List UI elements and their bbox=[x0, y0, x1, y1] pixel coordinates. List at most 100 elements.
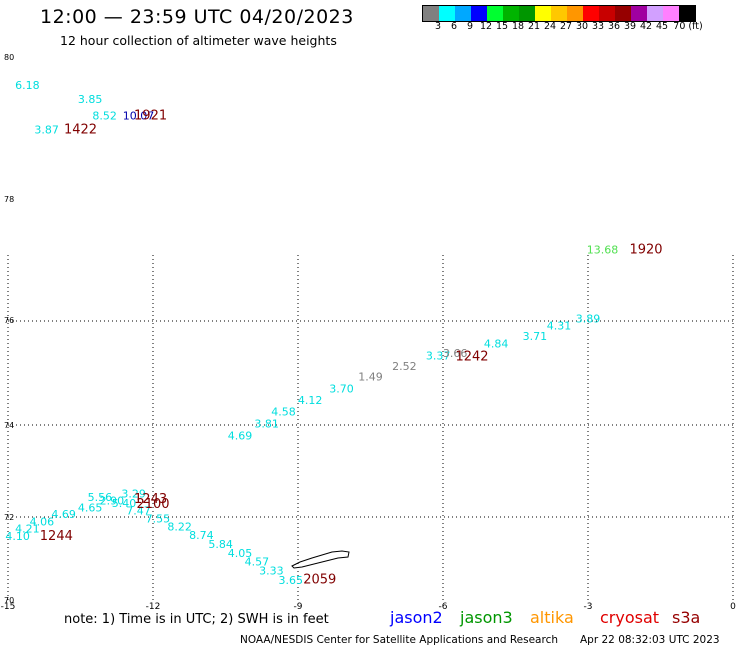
swh-value-label: 7.55 bbox=[146, 512, 171, 525]
y-axis-tick-label: 74 bbox=[4, 421, 14, 430]
swh-value-label: 4.57 bbox=[245, 556, 270, 569]
color-legend-tick: 6 bbox=[450, 21, 458, 32]
y-axis-tick-label: 78 bbox=[4, 195, 14, 204]
swh-value-label: 3.81 bbox=[254, 417, 279, 430]
color-legend-bar bbox=[422, 5, 696, 22]
color-swatch bbox=[631, 6, 647, 21]
color-swatch bbox=[487, 6, 503, 21]
color-legend-tick: 42 bbox=[639, 21, 653, 32]
color-swatch bbox=[503, 6, 519, 21]
swh-value-label: 3.89 bbox=[576, 313, 601, 326]
color-legend-tick: 36 bbox=[607, 21, 621, 32]
x-axis-tick-label: 0 bbox=[730, 602, 736, 612]
timestamp-text: Apr 22 08:32:03 UTC 2023 bbox=[580, 634, 720, 646]
swh-value-label: 13.68 bbox=[587, 243, 619, 256]
x-axis-tick-label: -12 bbox=[146, 602, 161, 612]
swh-value-label: 5.40 bbox=[112, 497, 137, 510]
color-swatch bbox=[663, 6, 679, 21]
swh-value-label: 8.22 bbox=[167, 521, 192, 534]
satellite-legend-jason3: jason3 bbox=[460, 608, 513, 627]
swh-labels: 6.18 3.85 8.52 10.07 3.87 13.68 3.89 4.313.71 4.… bbox=[5, 79, 618, 587]
color-legend-tick: 21 bbox=[527, 21, 541, 32]
axis-labels: -15 -12 -9 -6 -3 0 80 78 76 74 72 70 bbox=[1, 53, 736, 612]
swh-value-label: 4.05 bbox=[228, 547, 253, 560]
color-legend-tick: 45 bbox=[655, 21, 669, 32]
swh-value-label: 4.58 bbox=[271, 406, 296, 419]
color-swatch bbox=[535, 6, 551, 21]
color-swatch bbox=[599, 6, 615, 21]
credit-text: NOAA/NESDIS Center for Satellite Applica… bbox=[240, 634, 558, 646]
swh-value-label: 8.74 bbox=[189, 529, 214, 542]
swh-value-label: 10.07 bbox=[123, 109, 155, 122]
y-axis-tick-label: 70 bbox=[4, 596, 14, 605]
color-legend-tick: 33 bbox=[591, 21, 605, 32]
pass-time-label: 1921 bbox=[134, 108, 167, 123]
swh-value-label: 6.18 bbox=[15, 79, 40, 92]
page-title: 12:00 — 23:59 UTC 04/20/2023 bbox=[40, 6, 354, 28]
swh-value-label: 4.84 bbox=[484, 337, 509, 350]
color-legend-tick: 18 bbox=[511, 21, 525, 32]
swh-value-label: 1.49 bbox=[358, 370, 383, 383]
swh-value-label: 3.29 bbox=[121, 488, 146, 501]
x-axis-tick-label: -9 bbox=[294, 602, 303, 612]
footnote: note: 1) Time is in UTC; 2) SWH is in fe… bbox=[64, 612, 329, 627]
color-legend-tick: 30 bbox=[575, 21, 589, 32]
map-grid bbox=[7, 255, 734, 600]
color-legend-tick: 12 bbox=[479, 21, 493, 32]
swh-value-label: 3.87 bbox=[34, 124, 59, 137]
swh-value-label: 2.90 bbox=[100, 495, 125, 508]
satellite-legend-s3a: s3a bbox=[672, 608, 701, 627]
satellite-legend-jason2: jason2 bbox=[390, 608, 443, 627]
color-legend-tick: 70 (ft) bbox=[673, 21, 703, 32]
color-swatch bbox=[455, 6, 471, 21]
pass-time-label: 1242 bbox=[455, 349, 488, 364]
swh-value-label: 4.06 bbox=[30, 515, 55, 528]
color-legend-tick: 15 bbox=[495, 21, 509, 32]
jan-mayen-island-outline bbox=[291, 550, 350, 569]
swh-value-label: 4.12 bbox=[298, 394, 323, 407]
pass-time-label: 1244 bbox=[40, 529, 73, 544]
color-swatch bbox=[583, 6, 599, 21]
swh-value-label: 3.71 bbox=[523, 330, 548, 343]
color-swatch bbox=[519, 6, 535, 21]
swh-value-label: 3.85 bbox=[78, 93, 103, 106]
satellite-legend-cryosat: cryosat bbox=[600, 608, 660, 627]
swh-value-label: 3.33 bbox=[259, 564, 284, 577]
swh-value-label: 4.21 bbox=[15, 522, 40, 535]
swh-value-label: 4.69 bbox=[228, 430, 253, 443]
swh-value-label: 3.70 bbox=[329, 382, 354, 395]
swh-value-label: 8.52 bbox=[92, 109, 117, 122]
page-subtitle: 12 hour collection of altimeter wave hei… bbox=[60, 33, 337, 48]
swh-value-label: 4.65 bbox=[78, 501, 103, 514]
pass-time-label: 2059 bbox=[303, 572, 336, 587]
y-axis-tick-label: 76 bbox=[4, 316, 14, 325]
x-axis-tick-label: -3 bbox=[584, 602, 593, 612]
color-legend-tick: 39 bbox=[623, 21, 637, 32]
color-swatch bbox=[567, 6, 583, 21]
swh-value-label: 3.65 bbox=[279, 574, 304, 587]
color-swatch bbox=[439, 6, 455, 21]
x-axis-tick-label: -15 bbox=[1, 602, 16, 612]
color-swatch bbox=[471, 6, 487, 21]
x-axis-tick-label: -6 bbox=[439, 602, 448, 612]
swh-value-label: 3.66 bbox=[443, 347, 468, 360]
swh-value-label: 3.37 bbox=[426, 349, 451, 362]
color-swatch bbox=[679, 6, 695, 21]
swh-value-label: 5.84 bbox=[208, 538, 233, 551]
swh-value-label: 2.52 bbox=[392, 360, 417, 373]
pass-time-label: 1243 bbox=[134, 492, 167, 507]
y-axis-tick-label: 72 bbox=[4, 513, 14, 522]
color-swatch bbox=[615, 6, 631, 21]
pass-time-label: 1422 bbox=[64, 123, 97, 138]
color-legend-ticks: 3 6 9 12 15 18 21 24 27 30 33 36 39 42 45 70 (ft) bbox=[422, 21, 740, 33]
color-legend-tick: 9 bbox=[466, 21, 474, 32]
swh-value-label: 4.31 bbox=[547, 319, 572, 332]
color-legend-tick: 3 bbox=[434, 21, 442, 32]
swh-value-label: 7.47 bbox=[126, 505, 151, 518]
color-legend-tick: 27 bbox=[559, 21, 573, 32]
satellite-legend-altika: altika bbox=[530, 608, 574, 627]
swh-value-label: 4.10 bbox=[5, 530, 30, 543]
swh-value-label: 5.56 bbox=[88, 491, 113, 504]
